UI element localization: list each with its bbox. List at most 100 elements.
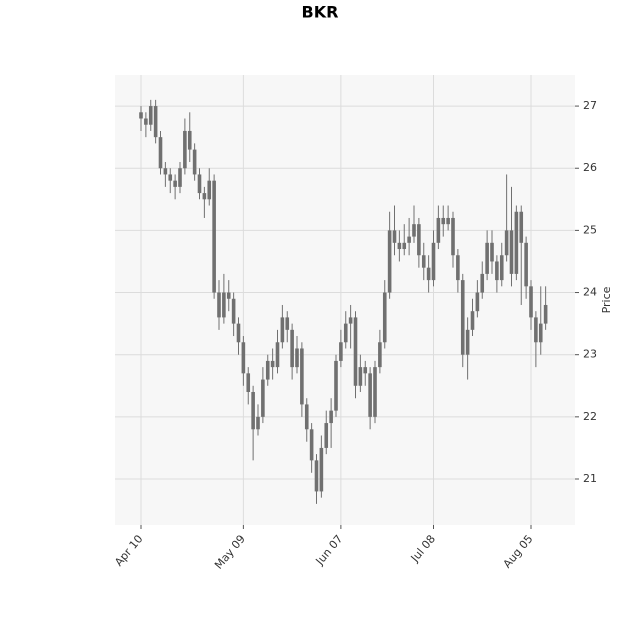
candle-body [168, 174, 173, 181]
candle-body [470, 311, 475, 330]
candle-body [139, 112, 143, 119]
candle-body [148, 106, 153, 125]
candle-body [397, 242, 402, 250]
candle-body [475, 292, 480, 312]
candle-body [343, 323, 348, 343]
candle-body [212, 180, 216, 293]
candle-body [480, 273, 485, 293]
candle-body [490, 242, 494, 262]
candle-body [378, 342, 382, 368]
candle-body [329, 410, 333, 424]
candle-body [407, 236, 411, 243]
candle-body [324, 423, 329, 448]
candle-body [202, 193, 207, 200]
candle-body [226, 292, 231, 299]
candle-body [509, 230, 514, 274]
candle-body [353, 317, 358, 386]
candle-body [529, 286, 533, 318]
candle-body [192, 149, 197, 175]
candle-body [538, 323, 543, 343]
candle-body [348, 317, 353, 324]
candle-body [251, 391, 255, 430]
candle-body [231, 298, 236, 324]
candle-body [543, 304, 548, 324]
candle-body [270, 360, 275, 368]
candle-body [265, 360, 270, 380]
y-tick-label: 22 [583, 410, 597, 423]
candle-body [368, 373, 372, 417]
candle-body [314, 460, 319, 492]
y-tick-label: 25 [583, 223, 597, 236]
candle-body [217, 292, 221, 318]
candle-body [485, 242, 489, 274]
x-tick-label: Jul 08 [408, 532, 438, 565]
candle-body [446, 217, 450, 225]
candle-body [339, 342, 343, 361]
candle-body [504, 230, 509, 256]
x-tick-label: Aug 05 [501, 533, 536, 571]
candle-body [402, 242, 407, 250]
candle-body [178, 168, 182, 187]
candle-body [300, 348, 304, 405]
candle-body [382, 292, 387, 343]
candle-body [334, 360, 338, 411]
candle-body [499, 255, 504, 281]
candle-body [295, 348, 299, 368]
candle-body [392, 230, 397, 243]
plot-area [115, 75, 575, 525]
candle-body [524, 242, 528, 287]
candle-body [460, 280, 465, 355]
candle-body [280, 317, 285, 343]
candle-body [173, 180, 177, 187]
candle-body [514, 211, 519, 274]
candle-body [290, 329, 294, 368]
y-tick-label: 27 [583, 99, 597, 112]
candle-body [358, 367, 363, 386]
candle-body [183, 130, 187, 169]
candle-body [373, 367, 377, 417]
y-tick-label: 26 [583, 161, 597, 174]
candle-body [275, 342, 280, 368]
y-tick-label: 23 [583, 348, 597, 361]
x-tick-label: Jun 07 [313, 533, 346, 569]
candle-body [456, 255, 460, 281]
candle-body [387, 230, 392, 293]
candle-body [451, 217, 455, 256]
candle-body [426, 267, 431, 281]
y-tick-label: 21 [583, 472, 597, 485]
candle-body [412, 224, 416, 237]
x-tick-label: May 09 [212, 533, 248, 572]
candle-body [256, 416, 260, 430]
chart-title: BKR [302, 3, 339, 22]
candle-body [421, 255, 426, 268]
candle-body [144, 118, 148, 125]
candle-body [304, 404, 309, 430]
candle-body [241, 342, 246, 374]
candle-body [465, 329, 470, 355]
candle-body [534, 317, 538, 343]
y-axis-label: Price [600, 286, 613, 313]
candle-body [222, 292, 226, 318]
candle-body [285, 317, 290, 330]
candle-body [319, 447, 324, 492]
y-tick-label: 24 [583, 286, 597, 299]
candle-body [436, 217, 441, 243]
candle-body [207, 180, 212, 200]
candle-body [261, 379, 265, 417]
candle-body [158, 137, 163, 169]
candle-body [417, 224, 421, 256]
candle-body [187, 130, 192, 150]
candle-body [309, 429, 314, 461]
candle-body [495, 261, 499, 281]
candle-body [163, 168, 168, 175]
candle-body [153, 106, 158, 138]
candle-body [363, 367, 368, 374]
candle-body [519, 211, 524, 243]
candle-body [431, 242, 436, 281]
x-tick-label: Apr 10 [112, 533, 145, 569]
candle-body [197, 174, 202, 194]
candle-body [246, 373, 251, 392]
candle-body [441, 217, 446, 225]
candle-body [236, 323, 241, 343]
